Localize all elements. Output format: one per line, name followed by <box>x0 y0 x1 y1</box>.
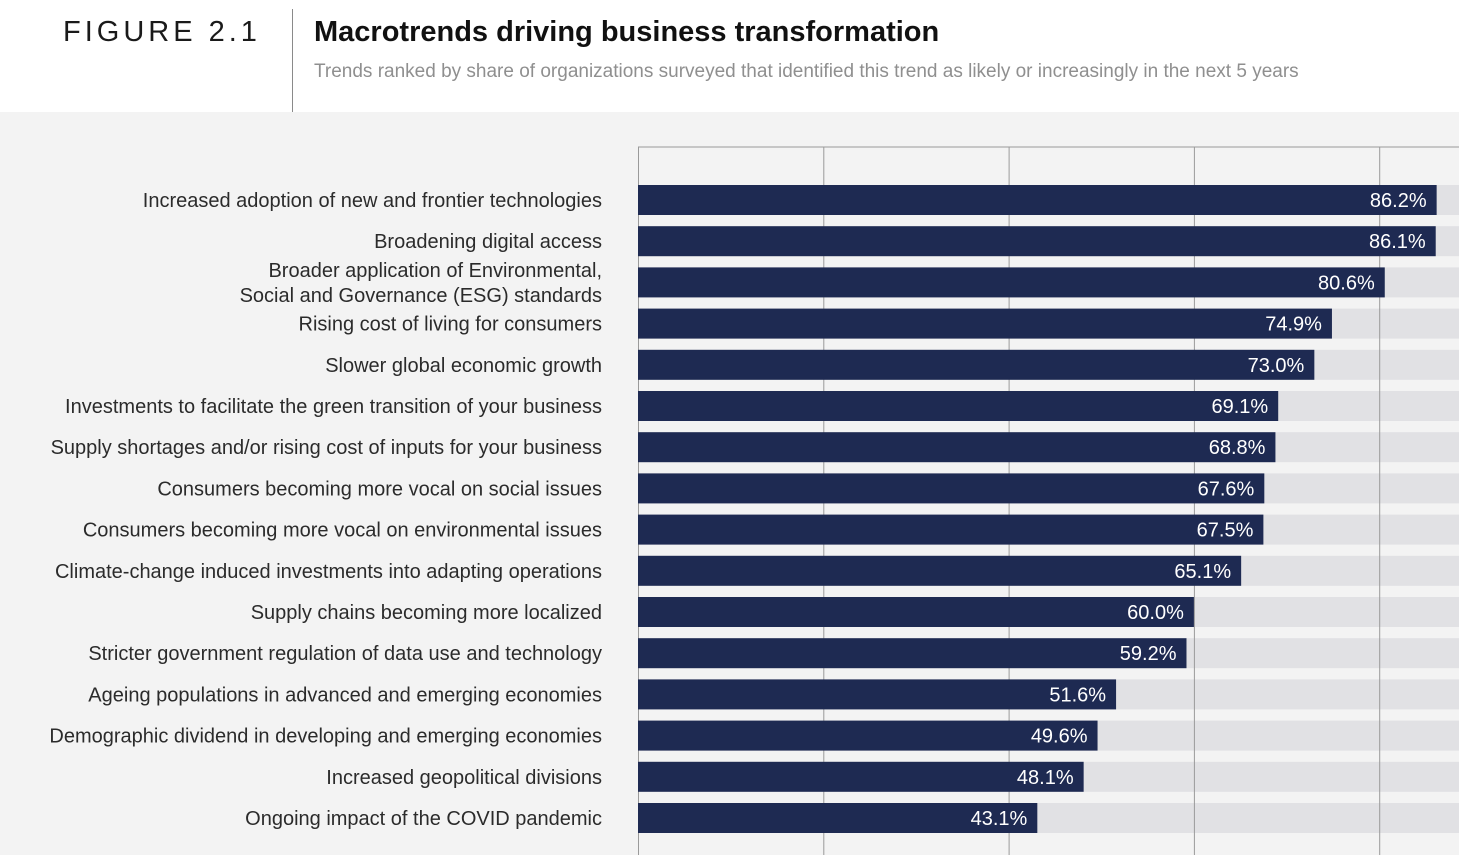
value-label: 80.6% <box>1318 272 1375 294</box>
category-label: Rising cost of living for consumers <box>299 314 602 336</box>
bar <box>638 391 1279 421</box>
value-label: 69.1% <box>1211 396 1268 418</box>
bar <box>638 555 1242 586</box>
bar <box>638 720 1098 751</box>
figure-header: FIGURE 2.1 Macrotrends driving business … <box>0 0 1459 112</box>
value-label: 49.6% <box>1031 726 1088 748</box>
category-label: Ageing populations in advanced and emerg… <box>88 684 602 706</box>
value-label: 60.0% <box>1127 602 1184 624</box>
bar <box>638 638 1187 669</box>
category-label: Increased geopolitical divisions <box>326 767 602 789</box>
category-label: Supply shortages and/or rising cost of i… <box>51 437 602 459</box>
bar <box>638 432 1276 463</box>
value-label: 43.1% <box>971 808 1028 830</box>
value-label: 67.6% <box>1198 478 1255 500</box>
category-label: Slower global economic growth <box>325 355 602 377</box>
category-label: Stricter government regulation of data u… <box>88 643 602 665</box>
bar <box>638 349 1315 380</box>
category-labels: Increased adoption of new and frontier t… <box>49 190 602 830</box>
bar <box>638 473 1265 504</box>
bar <box>638 185 1437 215</box>
category-label: Supply chains becoming more localized <box>251 602 602 624</box>
chart-subtitle: Trends ranked by share of organizations … <box>314 61 1299 82</box>
category-label: Social and Governance (ESG) standards <box>240 285 602 307</box>
value-label: 48.1% <box>1017 767 1074 789</box>
value-label: 67.5% <box>1197 520 1254 542</box>
chart-title: Macrotrends driving business transformat… <box>314 16 940 48</box>
category-label: Increased adoption of new and frontier t… <box>143 190 602 212</box>
bar <box>638 803 1038 833</box>
value-label: 86.2% <box>1370 190 1427 212</box>
value-label: 59.2% <box>1120 643 1177 665</box>
bar <box>638 679 1117 710</box>
value-label: 74.9% <box>1265 314 1322 336</box>
category-label: Ongoing impact of the COVID pandemic <box>245 808 602 830</box>
bar <box>638 267 1385 298</box>
value-label: 65.1% <box>1174 561 1231 583</box>
bar <box>638 597 1194 627</box>
category-label: Consumers becoming more vocal on environ… <box>83 520 602 542</box>
header-divider <box>292 9 293 112</box>
category-label: Demographic dividend in developing and e… <box>49 726 602 748</box>
value-label: 51.6% <box>1049 684 1106 706</box>
bar-chart: Increased adoption of new and frontier t… <box>49 146 1459 855</box>
category-label: Broader application of Environmental, <box>268 260 602 282</box>
chart-area: Increased adoption of new and frontier t… <box>0 112 1459 855</box>
value-labels: 86.2% 86.1% 80.6% 74.9% 73.0% 69.1% 68.8% 67.6%… <box>971 190 1427 830</box>
value-label: 73.0% <box>1248 355 1305 377</box>
value-label: 68.8% <box>1209 437 1266 459</box>
category-label: Consumers becoming more vocal on social … <box>157 478 602 500</box>
category-label: Climate-change induced investments into … <box>55 561 602 583</box>
bar <box>638 226 1436 257</box>
bars <box>638 185 1437 833</box>
bar <box>638 514 1264 545</box>
figure-label: FIGURE 2.1 <box>63 16 261 48</box>
category-label: Broadening digital access <box>374 231 602 253</box>
value-label: 86.1% <box>1369 231 1426 253</box>
bar <box>638 308 1332 339</box>
bar <box>638 761 1084 792</box>
category-label: Investments to facilitate the green tran… <box>65 396 602 418</box>
